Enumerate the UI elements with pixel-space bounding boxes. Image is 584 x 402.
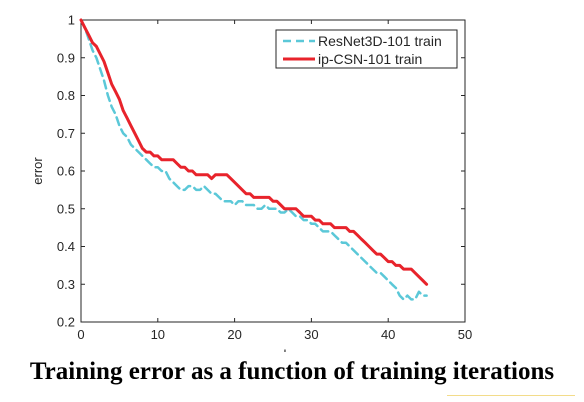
y-tick-label: 0.6 bbox=[57, 164, 75, 179]
series-line-ip-csn bbox=[79, 18, 429, 286]
legend-box bbox=[275, 29, 458, 69]
figure-caption: Training error as a function of training… bbox=[29, 358, 555, 385]
caption-highlight bbox=[447, 395, 575, 396]
plot-area bbox=[80, 19, 466, 323]
x-tick-label: 20 bbox=[227, 327, 241, 342]
legend-label-resnet: ResNet3D-101 train bbox=[318, 33, 442, 49]
tick-group: 0 10 20 30 40 50 0.2 0.3 0.4 0.5 0.6 0.7 0.8 0.9 1 bbox=[57, 13, 472, 343]
x-tick-label: 10 bbox=[151, 327, 165, 342]
x-tick-label: 50 bbox=[458, 327, 472, 342]
y-tick-label: 0.8 bbox=[57, 88, 75, 103]
x-tick-label: 40 bbox=[381, 327, 395, 342]
line-chart: 0 10 20 30 40 50 0.2 0.3 0.4 0.5 0.6 0.7 0.8 0.9 1 epo… bbox=[30, 13, 472, 363]
y-tick-label: 0.7 bbox=[57, 126, 75, 141]
legend-label-csn: ip-CSN-101 train bbox=[318, 51, 422, 67]
y-tick-label: 0.9 bbox=[57, 50, 75, 65]
x-tick-label: 30 bbox=[304, 327, 318, 342]
y-tick-label: 1 bbox=[68, 13, 75, 28]
y-tick-label: 0.5 bbox=[57, 201, 75, 216]
y-tick-label: 0.3 bbox=[57, 277, 75, 292]
y-tick-label: 0.4 bbox=[57, 239, 75, 254]
y-tick-label: 0.2 bbox=[57, 315, 75, 330]
x-axis-label: epoch bbox=[255, 347, 290, 352]
series-group bbox=[79, 18, 429, 301]
x-tick-label: 0 bbox=[77, 327, 84, 342]
y-axis-label: error bbox=[30, 157, 45, 185]
series-line-resnet3d bbox=[79, 18, 428, 301]
legend: ResNet3D-101 train ip-CSN-101 train bbox=[275, 29, 458, 69]
